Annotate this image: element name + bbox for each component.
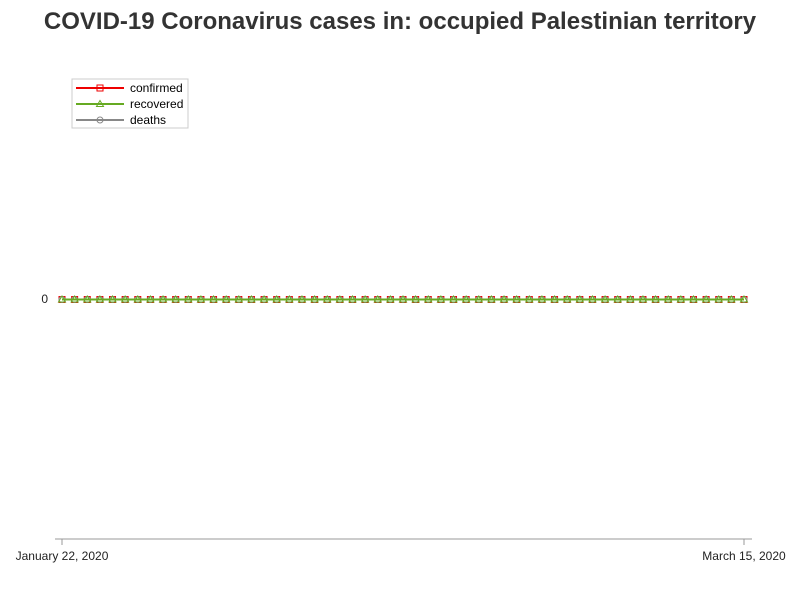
point-recovered xyxy=(322,295,332,303)
point-recovered xyxy=(739,295,749,303)
point-recovered xyxy=(209,295,218,303)
legend-label-deaths: deaths xyxy=(130,113,166,127)
point-recovered xyxy=(234,295,244,303)
point-recovered xyxy=(701,295,711,303)
point-recovered xyxy=(512,295,522,303)
point-recovered xyxy=(247,295,256,303)
point-recovered xyxy=(487,295,496,303)
point-recovered xyxy=(461,295,471,303)
point-recovered xyxy=(348,295,357,303)
y-axis: 0 xyxy=(41,292,48,306)
x-tick-label-end: March 15, 2020 xyxy=(702,549,786,563)
legend-marker-confirmed xyxy=(96,84,104,92)
point-recovered xyxy=(360,295,370,303)
point-recovered xyxy=(613,295,623,303)
y-tick-label-zero: 0 xyxy=(41,292,48,306)
legend-item-recovered: recovered xyxy=(76,97,183,111)
point-recovered xyxy=(449,295,458,303)
legend: confirmed recovered deaths xyxy=(71,78,189,129)
point-recovered xyxy=(171,295,181,303)
point-recovered xyxy=(714,295,724,303)
point-recovered xyxy=(423,295,433,303)
point-recovered xyxy=(133,295,143,303)
point-recovered xyxy=(146,295,155,303)
point-recovered xyxy=(272,295,282,303)
point-recovered xyxy=(385,295,395,303)
legend-label-confirmed: confirmed xyxy=(130,81,183,95)
chart-title: COVID-19 Coronavirus cases in: occupied … xyxy=(43,8,757,35)
point-recovered xyxy=(651,295,660,303)
point-recovered xyxy=(550,295,559,303)
point-recovered xyxy=(436,295,446,303)
point-recovered xyxy=(474,295,484,303)
point-recovered xyxy=(600,295,610,303)
legend-item-deaths: deaths xyxy=(76,113,166,127)
point-recovered xyxy=(183,295,193,303)
x-tick-label-start: January 22, 2020 xyxy=(16,549,109,563)
point-recovered xyxy=(82,295,92,303)
point-recovered xyxy=(689,295,698,303)
point-recovered xyxy=(663,295,673,303)
point-recovered xyxy=(259,295,269,303)
point-recovered xyxy=(638,295,648,303)
point-recovered xyxy=(70,295,80,303)
point-recovered xyxy=(284,295,294,303)
legend-item-confirmed: confirmed xyxy=(76,81,183,95)
point-recovered xyxy=(158,295,168,303)
point-recovered xyxy=(726,295,736,303)
legend-marker-recovered xyxy=(95,99,105,107)
point-recovered xyxy=(120,295,130,303)
point-recovered xyxy=(524,295,534,303)
point-recovered xyxy=(95,295,105,303)
point-recovered xyxy=(57,295,67,303)
point-recovered xyxy=(625,295,635,303)
point-recovered xyxy=(221,295,231,303)
point-recovered xyxy=(297,295,307,303)
point-recovered xyxy=(537,295,547,303)
point-recovered xyxy=(411,295,421,303)
x-axis: January 22, 2020 March 15, 2020 xyxy=(16,538,786,563)
legend-marker-deaths xyxy=(96,116,104,124)
point-recovered xyxy=(373,295,383,303)
point-recovered xyxy=(575,295,585,303)
point-recovered xyxy=(562,295,572,303)
point-recovered xyxy=(588,295,597,303)
plot-area xyxy=(57,295,749,303)
point-recovered xyxy=(398,295,408,303)
point-recovered xyxy=(196,295,206,303)
point-recovered xyxy=(676,295,686,303)
point-recovered xyxy=(310,295,319,303)
series-recovered xyxy=(57,295,749,303)
point-recovered xyxy=(335,295,345,303)
point-recovered xyxy=(499,295,509,303)
legend-label-recovered: recovered xyxy=(130,97,183,111)
point-recovered xyxy=(108,295,117,303)
